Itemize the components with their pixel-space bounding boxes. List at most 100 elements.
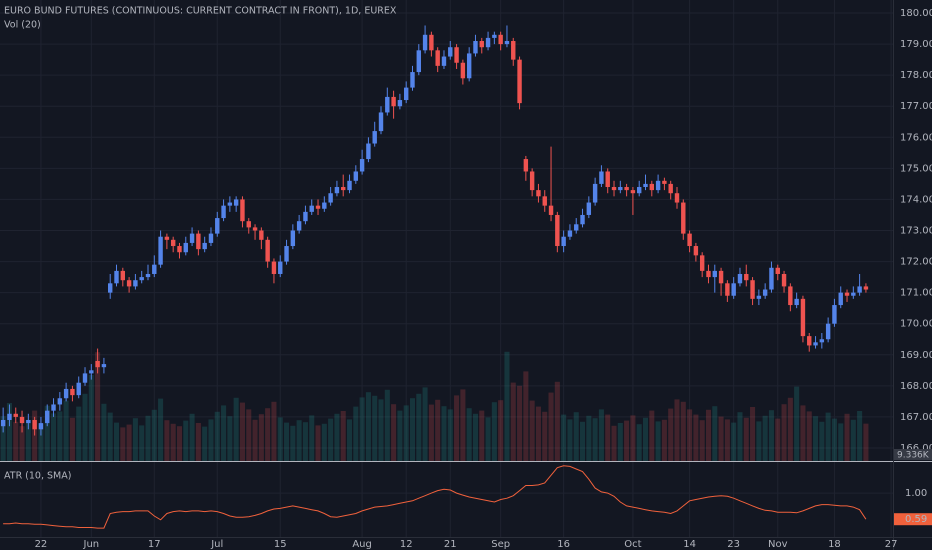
volume-bar xyxy=(737,412,743,461)
volume-bar xyxy=(523,371,529,461)
candle-body xyxy=(517,59,522,104)
volume-bar xyxy=(246,409,252,461)
candle-body xyxy=(851,292,856,296)
candle-body xyxy=(511,41,516,60)
candle-body xyxy=(403,87,409,101)
candle-body xyxy=(731,283,736,296)
volume-bar xyxy=(762,415,768,461)
candle-body xyxy=(618,187,623,191)
candle-body xyxy=(498,34,503,45)
y-tick-label: 180.00 xyxy=(900,8,932,19)
volume-bar xyxy=(359,397,365,461)
candle-body xyxy=(347,180,352,191)
x-tick-label: 18 xyxy=(828,539,841,550)
candle-body xyxy=(781,273,787,287)
volume-bar xyxy=(113,422,120,461)
candle-body xyxy=(555,214,560,247)
y-tick-label: 169.00 xyxy=(900,350,932,361)
volume-layer xyxy=(0,351,869,461)
volume-bar xyxy=(447,409,453,461)
candle-body xyxy=(466,53,472,79)
candle-body xyxy=(0,419,6,427)
candle-body xyxy=(485,37,491,48)
volume-bar xyxy=(321,423,327,461)
y-tick-label: 179.00 xyxy=(900,39,932,50)
candle-body xyxy=(114,270,119,284)
candle-body xyxy=(353,171,359,181)
candle-body xyxy=(378,112,384,132)
chart-title: EURO BUND FUTURES (CONTINUOUS: CURRENT C… xyxy=(4,6,397,17)
candle-body xyxy=(838,292,843,306)
y-tick-label: 173.00 xyxy=(900,226,932,237)
candle-body xyxy=(366,143,371,160)
candle-body xyxy=(712,270,717,278)
volume-bar xyxy=(372,395,378,461)
volume-bar xyxy=(44,405,50,461)
volume-bar xyxy=(718,416,724,461)
volume-marker-label: 9.336K xyxy=(897,451,930,461)
candle-body xyxy=(460,62,466,79)
x-tick-label: 27 xyxy=(885,539,898,550)
volume-bar xyxy=(699,420,705,461)
candle-body xyxy=(252,227,258,231)
volume-bar xyxy=(0,416,6,461)
candle-body xyxy=(410,72,415,88)
candle-body xyxy=(183,242,188,253)
candle-body xyxy=(819,339,825,343)
volume-bar xyxy=(705,409,711,461)
volume-bar xyxy=(542,411,548,461)
candle-body xyxy=(725,283,730,296)
candle-body xyxy=(177,246,182,253)
candle-body xyxy=(599,171,604,184)
x-tick-label: Jul xyxy=(210,539,223,550)
candle-body xyxy=(674,193,680,203)
indicator-marker-label: 0.59 xyxy=(905,514,927,525)
x-tick-label: 15 xyxy=(274,539,287,550)
candle-body xyxy=(303,211,308,222)
candle-body xyxy=(737,273,743,284)
volume-bar xyxy=(340,411,346,461)
volume-bar xyxy=(227,416,233,461)
candle-body xyxy=(429,34,434,51)
candle-body xyxy=(624,187,629,191)
volume-bar xyxy=(491,402,497,461)
volume-bar xyxy=(605,414,611,461)
candle-body xyxy=(391,96,396,107)
volume-bar xyxy=(466,408,472,461)
candle-body xyxy=(580,214,585,225)
candle-body xyxy=(441,56,447,66)
volume-marker-badge xyxy=(894,449,932,460)
candle-body xyxy=(152,264,157,274)
y-tick-label: 177.00 xyxy=(900,101,932,112)
volume-bar xyxy=(164,420,170,461)
volume-bar xyxy=(403,405,409,461)
candle-body xyxy=(290,230,296,247)
candle-body xyxy=(769,267,774,290)
volume-bar xyxy=(252,419,258,461)
volume-bar xyxy=(617,423,623,461)
candle-body xyxy=(605,171,610,188)
candle-body xyxy=(51,404,56,411)
volume-bar xyxy=(25,419,31,461)
candle-body xyxy=(422,34,428,51)
volume-bar xyxy=(126,424,132,461)
volume-bar xyxy=(624,420,630,461)
volume-bar xyxy=(479,410,485,461)
candle-body xyxy=(718,270,724,284)
candle-body xyxy=(328,193,333,203)
volume-bar xyxy=(132,418,138,461)
x-tick-label: 21 xyxy=(444,539,457,550)
candle-body xyxy=(7,413,12,420)
candle-body xyxy=(45,410,50,424)
volume-bar xyxy=(636,424,642,461)
candle-body xyxy=(825,323,831,340)
candle-body xyxy=(309,205,314,212)
y-tick-label: 166.00 xyxy=(900,443,932,454)
volume-bar xyxy=(422,387,428,461)
volume-bar xyxy=(315,425,321,461)
volume-bar xyxy=(265,408,271,461)
volume-bar xyxy=(435,399,441,461)
candle-body xyxy=(133,280,138,287)
